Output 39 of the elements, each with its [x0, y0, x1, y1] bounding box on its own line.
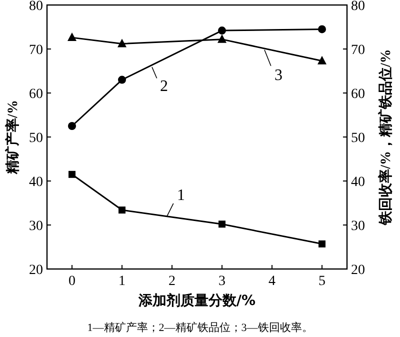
- y2-tick-label: 60: [351, 87, 365, 102]
- x-axis-title: 添加剂质量分数/%: [137, 292, 256, 309]
- y2-axis-title: 铁回收率/%，精矿铁品位/%: [377, 49, 394, 226]
- point: [68, 122, 76, 130]
- y-tick-label: 50: [29, 131, 43, 146]
- x-tick-label: 0: [68, 274, 76, 289]
- point: [218, 34, 226, 43]
- y2-tick-label: 80: [351, 0, 365, 14]
- point: [118, 38, 126, 48]
- y-tick-label: 80: [29, 0, 43, 14]
- y-tick-label: 60: [29, 87, 43, 102]
- point: [68, 32, 76, 42]
- point: [318, 240, 326, 248]
- annotation: 2: [160, 78, 168, 96]
- x-tick-label: 4: [268, 274, 276, 289]
- point: [318, 25, 326, 34]
- point: [318, 56, 326, 64]
- text: 1—精矿产率；2—精矿铁品位；3—铁回收率。: [87, 321, 313, 334]
- y2-tick-label: 30: [351, 219, 365, 234]
- y-tick-label: 30: [29, 219, 43, 234]
- y-tick-label: 20: [29, 263, 43, 278]
- y-tick-label: 70: [29, 43, 43, 58]
- x-tick-label: 3: [218, 274, 226, 289]
- point: [218, 220, 226, 228]
- y2-tick-label: 20: [351, 263, 365, 278]
- x-tick-label: 1: [118, 274, 126, 289]
- x-tick-label: 5: [318, 274, 326, 289]
- annotation: 3: [274, 66, 282, 84]
- y2-tick-label: 70: [351, 43, 365, 58]
- point: [68, 170, 76, 178]
- x-tick-label: 2: [168, 274, 176, 289]
- y-axis-title: 精矿产率/%: [4, 100, 21, 175]
- y-tick-label: 40: [29, 175, 43, 190]
- point: [118, 76, 126, 84]
- annotation: 1: [177, 187, 185, 204]
- point: [218, 26, 226, 35]
- point: [118, 206, 126, 214]
- y2-tick-label: 40: [351, 175, 365, 190]
- y2-tick-label: 50: [351, 131, 365, 146]
